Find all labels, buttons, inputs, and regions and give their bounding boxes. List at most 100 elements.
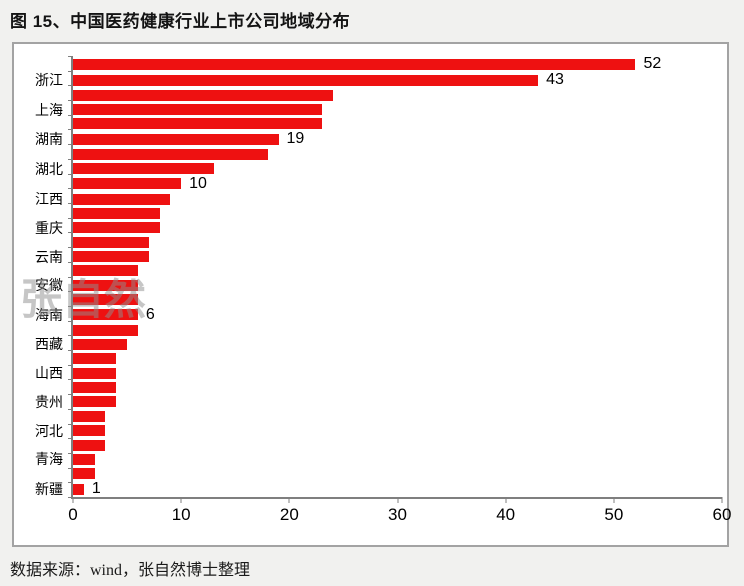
y-axis-tick (68, 438, 73, 440)
x-axis-tick (72, 497, 74, 503)
bar-row (73, 264, 722, 278)
bar-row: 江西 (35, 192, 722, 206)
y-axis-tick (68, 85, 73, 87)
y-axis-tick (68, 129, 73, 131)
bar-row: 52 (73, 56, 722, 72)
bar (73, 453, 95, 465)
y-axis-tick (68, 232, 73, 234)
bar (73, 178, 182, 190)
bar (73, 483, 84, 495)
x-axis-label: 50 (604, 505, 624, 524)
y-axis-tick (68, 247, 73, 249)
bar-row: 10 (73, 174, 722, 192)
category-label: 新疆 (35, 481, 63, 497)
y-axis-tick (68, 364, 73, 366)
x-axis-tick (721, 497, 723, 503)
y-axis-tick (68, 100, 73, 102)
bar-row (73, 352, 722, 366)
bar-row (73, 235, 722, 249)
y-axis-tick (68, 291, 73, 293)
bar-row: 新疆 1 (35, 480, 722, 497)
y-axis-tick (68, 144, 73, 146)
category-label: 江西 (35, 191, 63, 208)
bar (73, 74, 539, 86)
bar-row: 湖北 (35, 162, 722, 176)
bar-value-label: 1 (91, 480, 101, 497)
bar (73, 410, 106, 422)
bar (73, 367, 117, 379)
y-axis-tick (68, 349, 73, 351)
bar (73, 133, 279, 145)
bar-value-label: 6 (145, 305, 155, 323)
y-axis-tick (68, 276, 73, 278)
bar-row (73, 88, 722, 102)
y-axis-tick (68, 305, 73, 307)
y-axis-tick (68, 188, 73, 190)
bar (73, 468, 95, 480)
bar-row: 青海 (35, 452, 722, 466)
x-axis-label: 10 (171, 505, 191, 524)
category-label: 河北 (35, 422, 63, 439)
x-axis-label: 30 (388, 505, 407, 524)
y-axis-tick (68, 70, 73, 72)
y-axis-tick (68, 335, 73, 337)
bar-row (73, 147, 722, 161)
bar-row (73, 438, 722, 452)
bar-value-label: 52 (643, 55, 662, 72)
y-axis-tick (68, 320, 73, 322)
bar-row: 重庆 (35, 221, 722, 235)
y-axis-tick (68, 452, 73, 454)
bar-value-label: 19 (286, 130, 305, 148)
bar-row (73, 323, 722, 337)
category-label: 浙江 (35, 72, 63, 88)
x-axis-tick (505, 497, 507, 503)
y-axis-tick (68, 217, 73, 219)
category-label: 湖南 (35, 131, 63, 148)
y-axis-tick (68, 56, 73, 57)
category-label: 青海 (35, 451, 63, 468)
y-axis-tick (68, 158, 73, 160)
y-axis-tick (68, 114, 73, 116)
x-axis-label: 40 (496, 505, 516, 524)
bar (73, 104, 322, 116)
bar (73, 439, 106, 451)
bar-row (73, 409, 722, 423)
y-axis-tick (68, 202, 73, 204)
bar-row (73, 206, 722, 220)
y-axis-tick (68, 379, 73, 381)
bar (73, 294, 138, 306)
x-axis-tick (288, 497, 290, 503)
category-label: 山西 (35, 365, 63, 382)
plot-area: 52 浙江 43 上海 湖南 19 湖北 10 江西 重庆 云南 安徽 海南 6 西藏 山西 贵州 河北 青海 新疆 1… (35, 56, 731, 524)
bar-value-label: 43 (546, 71, 564, 88)
bar-row: 湖南 19 (35, 130, 722, 148)
y-axis-tick (68, 408, 73, 410)
y-axis-tick (68, 467, 73, 469)
y-axis-tick (68, 497, 73, 498)
y-axis-tick (68, 394, 73, 396)
category-label: 重庆 (35, 219, 63, 236)
source-note: 数据来源：wind，张自然博士整理 (10, 562, 251, 579)
bar-row: 西藏 (35, 337, 722, 351)
y-axis-tick (68, 423, 73, 425)
x-axis-tick (397, 497, 398, 503)
y-axis-tick (68, 261, 73, 263)
bar (73, 163, 214, 175)
x-axis-label: 20 (279, 505, 299, 524)
x-axis-label: 60 (712, 505, 732, 524)
bar (73, 396, 117, 408)
category-label: 湖北 (35, 160, 63, 177)
bar-row: 海南 6 (35, 305, 722, 323)
y-axis-tick (68, 173, 73, 175)
bar (73, 207, 160, 219)
bar-row (73, 467, 722, 481)
bar (73, 265, 138, 277)
bar-value-label: 10 (189, 174, 207, 192)
bar (73, 338, 128, 350)
chart-title: 图 15、中国医药健康行业上市公司地域分布 (10, 12, 351, 31)
bar-row (73, 293, 722, 307)
bar-row: 贵州 (35, 395, 722, 409)
category-label: 海南 (35, 306, 63, 323)
bar-row (73, 117, 722, 131)
